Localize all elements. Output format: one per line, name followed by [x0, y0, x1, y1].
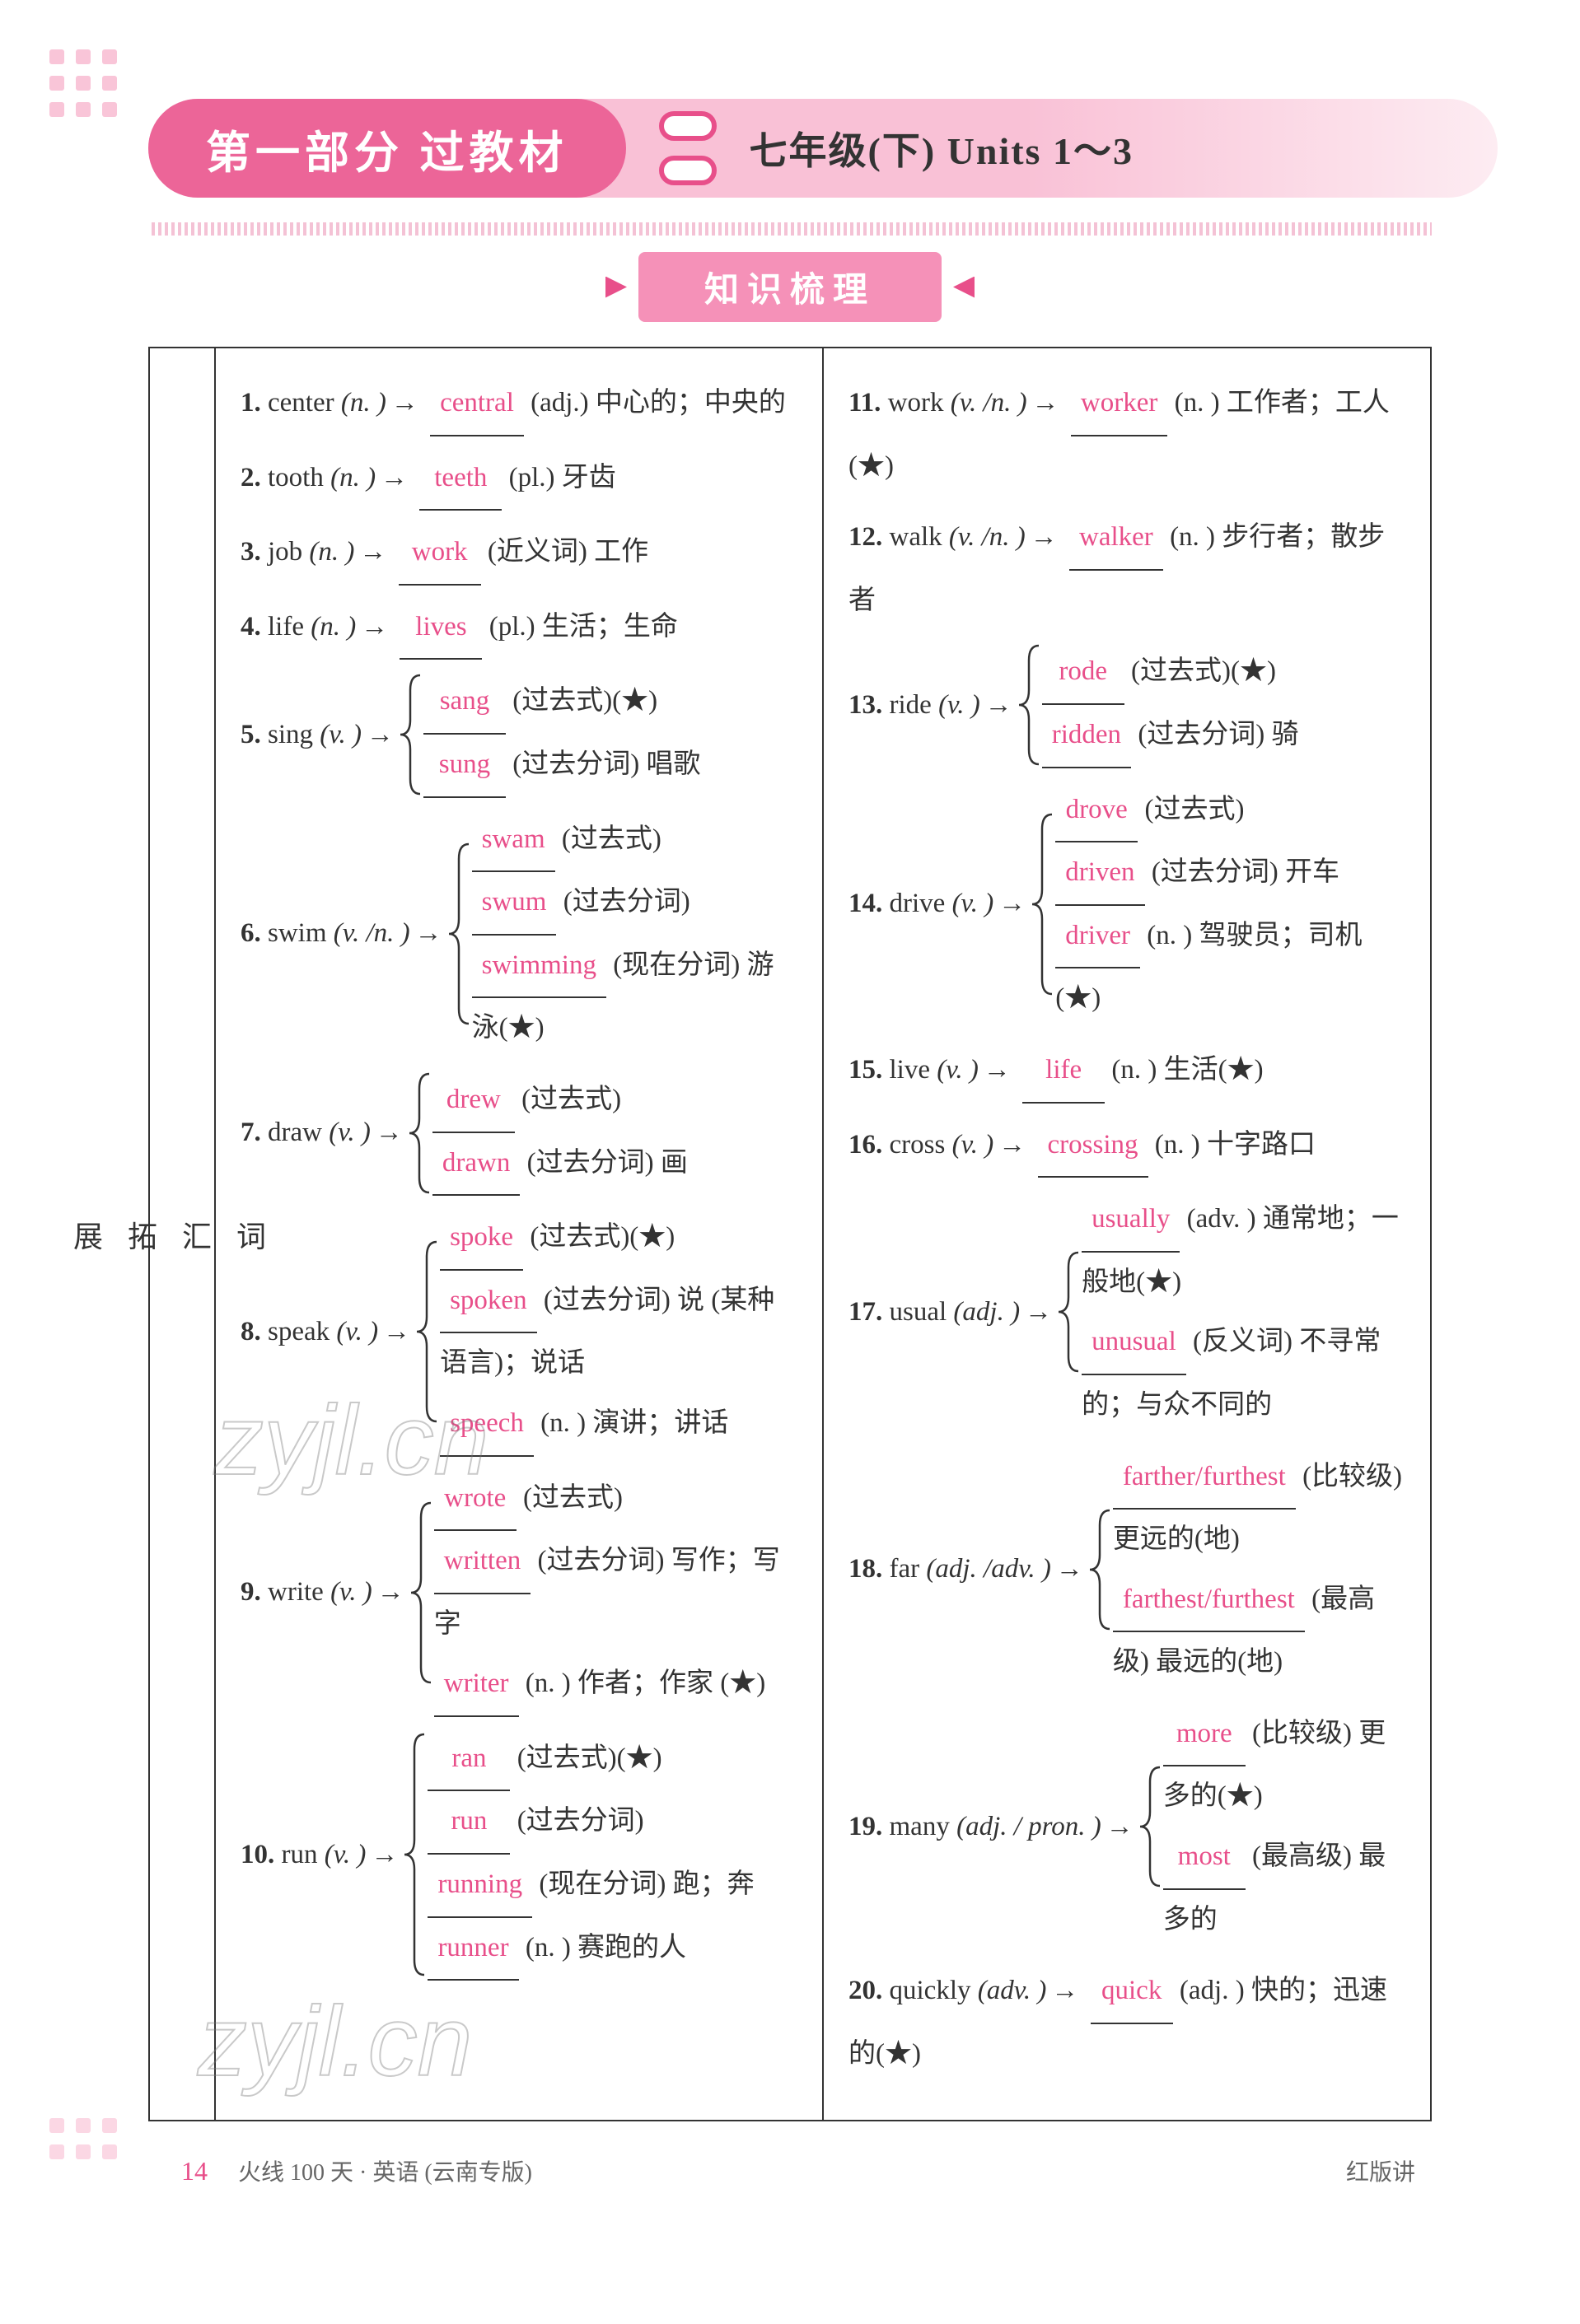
answer-blank: swam [472, 810, 555, 873]
answer-blank: life [1022, 1040, 1105, 1104]
footer-left: 火线 100 天 · 英语 (云南专版) [238, 2160, 532, 2186]
answer-blank: spoken [440, 1271, 537, 1334]
answer-blank: speech [440, 1393, 534, 1457]
header-banner: 第一部分 过教材 七年级(下) Units 1～3 [148, 99, 1498, 198]
answer-blank: most [1163, 1827, 1246, 1890]
vocab-entry: 11. work (v. /n. )→ worker (n. ) 工作者；工人(… [848, 373, 1405, 496]
vocab-entry-brace: 17. usual (adj. )→ usually (adv. ) 通常地；一… [848, 1189, 1405, 1435]
corner-dots-top [49, 49, 117, 128]
answer-blank: usually [1082, 1189, 1180, 1253]
grade-units: 七年级(下) Units 1～3 [750, 121, 1134, 175]
vocab-entry: 16. cross (v. )→ crossing (n. ) 十字路口 [848, 1115, 1405, 1178]
answer-blank: drove [1055, 780, 1138, 843]
answer-blank: unusual [1082, 1312, 1186, 1375]
answer-blank: drew [432, 1070, 515, 1133]
side-label: 词 汇 拓 展 [150, 348, 216, 2120]
vocab-entry-brace: 13. ride (v. )→ rode (过去式)(★)ridden (过去分… [848, 642, 1405, 768]
side-char: 拓 [128, 1213, 182, 1256]
binding-rings-icon [659, 111, 717, 185]
vocab-entry: 15. live (v. )→ life (n. ) 生活(★) [848, 1040, 1405, 1104]
answer-blank: teeth [419, 448, 502, 511]
vocab-entry-brace: 5. sing (v. )→ sang (过去式)(★)sung (过去分词) … [241, 671, 797, 797]
vocab-entry: 3. job (n. )→ work (近义词) 工作 [241, 522, 797, 586]
answer-blank: crossing [1038, 1115, 1148, 1178]
vocab-entry-brace: 8. speak (v. )→ spoke (过去式)(★)spoken (过去… [241, 1207, 797, 1456]
answer-blank: writer [434, 1654, 519, 1717]
right-column: 11. work (v. /n. )→ worker (n. ) 工作者；工人(… [824, 348, 1430, 2120]
answer-blank: run [428, 1791, 510, 1855]
answer-blank: drawn [432, 1133, 520, 1197]
answer-blank: walker [1069, 507, 1163, 571]
answer-blank: ran [428, 1729, 510, 1792]
footer-right: 红版讲 [1346, 2154, 1415, 2187]
answer-blank: farther/furthest [1113, 1447, 1296, 1510]
answer-blank: rode [1042, 642, 1124, 705]
answer-blank: sang [423, 671, 506, 735]
side-char: 展 [73, 1213, 128, 1256]
vocab-entry: 2. tooth (n. )→ teeth (pl.) 牙齿 [241, 448, 797, 511]
answer-blank: wrote [434, 1468, 517, 1532]
answer-blank: running [428, 1855, 532, 1918]
answer-blank: swum [472, 872, 557, 936]
vocab-entry-brace: 18. far (adj. /adv. )→ farther/furthest … [848, 1447, 1405, 1692]
answer-blank: spoke [440, 1207, 523, 1271]
answer-blank: swimming [472, 936, 606, 999]
answer-blank: written [434, 1531, 531, 1594]
vocab-entry-brace: 14. drive (v. )→ drove (过去式)driven (过去分词… [848, 780, 1405, 1029]
answer-blank: lives [400, 597, 482, 660]
answer-blank: sung [423, 735, 506, 798]
answer-blank: runner [428, 1918, 518, 1981]
vocab-entry-brace: 10. run (v. )→ ran (过去式)(★)run (过去分词)run… [241, 1729, 797, 1981]
corner-dots-bottom [49, 2118, 117, 2171]
answer-blank: work [399, 522, 481, 586]
page-number: 14 [181, 2156, 208, 2186]
vocab-entry: 20. quickly (adv. )→ quick (adj. ) 快的；迅速… [848, 1961, 1405, 2084]
wavy-divider [148, 222, 1432, 236]
vocab-entry-brace: 19. many (adj. / pron. )→ more (比较级) 更多的… [848, 1704, 1405, 1949]
left-column: 1. center (n. )→ central (adj.) 中心的；中央的 … [216, 348, 824, 2120]
answer-blank: more [1163, 1704, 1246, 1767]
answer-blank: central [430, 373, 524, 436]
answer-blank: worker [1071, 373, 1167, 436]
vocab-entry: 4. life (n. )→ lives (pl.) 生活；生命 [241, 597, 797, 660]
vocab-entry-brace: 9. write (v. )→ wrote (过去式)written (过去分词… [241, 1468, 797, 1717]
answer-blank: quick [1091, 1961, 1173, 2024]
vocab-entry: 1. center (n. )→ central (adj.) 中心的；中央的 [241, 373, 797, 436]
vocabulary-table: 词 汇 拓 展 1. center (n. )→ central (adj.) … [148, 347, 1432, 2121]
page-footer: 14 火线 100 天 · 英语 (云南专版) 红版讲 [181, 2154, 1415, 2187]
answer-blank: farthest/furthest [1113, 1570, 1305, 1633]
section-label: 知识梳理 [638, 252, 942, 322]
part-title: 第一部分 过教材 [148, 99, 626, 198]
vocab-entry-brace: 7. draw (v. )→ drew (过去式)drawn (过去分词) 画 [241, 1070, 797, 1196]
vocab-entry-brace: 6. swim (v. /n. )→ swam (过去式)swum (过去分词)… [241, 810, 797, 1058]
answer-blank: ridden [1042, 705, 1131, 768]
answer-blank: driver [1055, 906, 1140, 969]
vocab-entry: 12. walk (v. /n. )→ walker (n. ) 步行者；散步者 [848, 507, 1405, 630]
answer-blank: driven [1055, 842, 1144, 906]
